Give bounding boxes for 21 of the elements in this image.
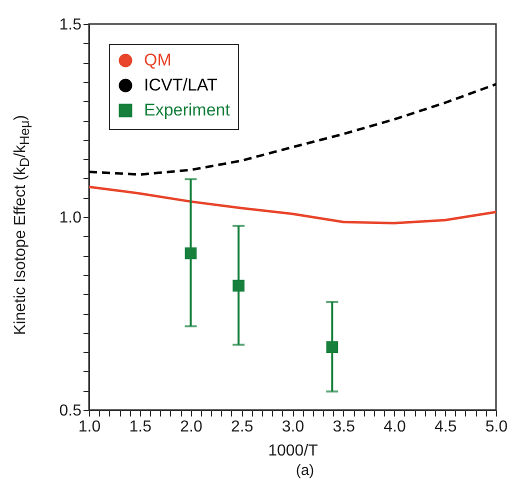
x-tick-label: 4.0 — [384, 418, 406, 436]
x-tick-label: 1.0 — [78, 418, 101, 436]
y-tick-label: 1.5 — [59, 16, 82, 34]
x-tick-label: 2.5 — [231, 418, 254, 436]
x-tick-label: 5.0 — [485, 418, 508, 436]
x-axis-title: 1000/T — [268, 442, 318, 460]
y-tick-label: 0.5 — [59, 402, 82, 420]
legend-label: ICVT/LAT — [144, 76, 218, 94]
x-tick-label: 1.5 — [129, 418, 152, 436]
point — [232, 280, 244, 292]
line-series — [88, 186, 498, 224]
x-tick-label: 4.5 — [434, 418, 457, 436]
x-tick-label: 3.5 — [332, 418, 356, 436]
legend-label: QM — [144, 50, 172, 70]
text: (a) — [294, 462, 316, 479]
point — [184, 247, 197, 260]
legend-label: Experiment — [144, 100, 230, 120]
point — [326, 341, 338, 353]
x-tick-label: 3.0 — [282, 418, 304, 436]
x-tick-label: 2.0 — [180, 418, 202, 436]
y-tick-label: 1.0 — [59, 210, 82, 226]
